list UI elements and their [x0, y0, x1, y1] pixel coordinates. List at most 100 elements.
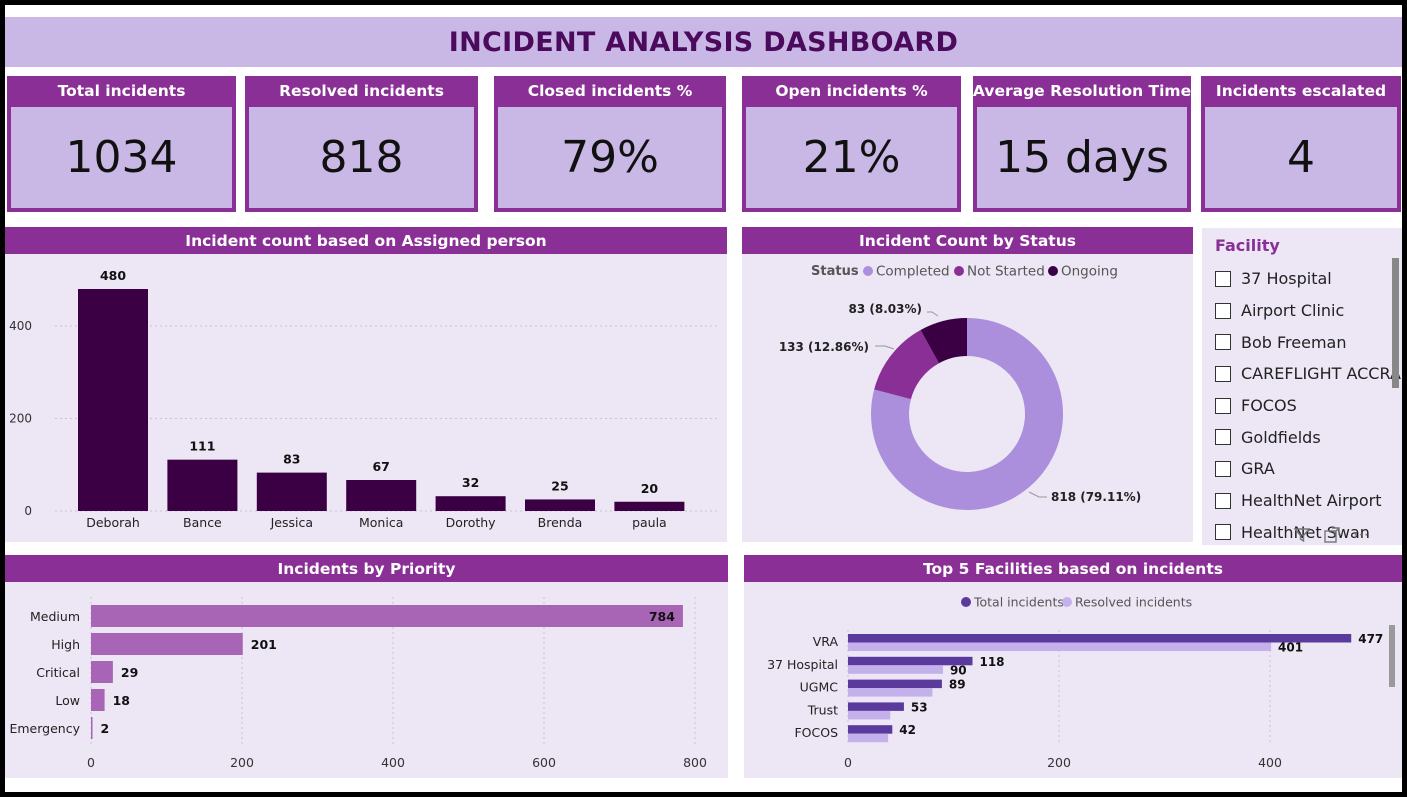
checkbox-icon[interactable]: [1215, 302, 1231, 319]
data-label: 818 (79.11%): [1051, 490, 1141, 504]
bar-trust-total: [848, 702, 904, 711]
top-facilities-chart-title: Top 5 Facilities based on incidents: [744, 555, 1402, 582]
data-label: 18: [113, 693, 130, 708]
facility-option[interactable]: CAREFLIGHT ACCRA: [1215, 358, 1401, 390]
data-label: 42: [899, 723, 916, 737]
more-options-icon[interactable]: ···: [1353, 526, 1369, 543]
filter-icon[interactable]: [1293, 526, 1311, 544]
y-tick-label: FOCOS: [794, 725, 838, 740]
y-tick-label: Emergency: [9, 721, 80, 736]
y-tick-label: Medium: [30, 609, 80, 624]
y-tick-label: Low: [55, 693, 80, 708]
data-label: 67: [372, 459, 389, 474]
data-label: 83 (8.03%): [849, 302, 922, 316]
bar-focos-total: [848, 725, 893, 734]
y-tick-label: 37 Hospital: [767, 657, 838, 672]
donut-slice-not-started: [874, 329, 939, 400]
chart-scrollbar[interactable]: [1389, 625, 1395, 687]
legend-marker-ongoing: [1048, 266, 1058, 276]
x-tick-label: Deborah: [86, 515, 140, 530]
data-label: 133 (12.86%): [779, 340, 869, 354]
data-label: 784: [649, 609, 675, 624]
facility-option[interactable]: 37 Hospital: [1215, 263, 1388, 295]
kpi-label: Incidents escalated: [1215, 82, 1387, 100]
checkbox-icon[interactable]: [1215, 460, 1231, 477]
facility-option[interactable]: Goldfields: [1215, 421, 1388, 453]
kpi-value-box: 1034: [11, 107, 232, 208]
facility-option-label: HealthNet Airport: [1241, 491, 1382, 511]
bar-focos-resolved: [848, 733, 889, 743]
facility-option[interactable]: Bob Freeman: [1215, 326, 1388, 358]
bar-high: [91, 633, 243, 655]
data-label: 25: [551, 478, 568, 493]
legend-label: Total incidents: [973, 595, 1064, 610]
y-tick-label: 0: [24, 504, 32, 518]
top-facilities-chart-panel[interactable]: Top 5 Facilities based on incidents 0 200…: [744, 555, 1402, 778]
checkbox-icon[interactable]: [1215, 270, 1231, 287]
checkbox-icon[interactable]: [1215, 397, 1231, 414]
legend-label: Completed: [876, 264, 950, 280]
callout-line: [875, 345, 895, 350]
facility-option-label: Bob Freeman: [1241, 332, 1347, 352]
data-label: 90: [950, 663, 967, 677]
kpi-value-box: 15 days: [977, 107, 1187, 208]
kpi-value-box: 4: [1205, 107, 1397, 208]
kpi-card-open-percent[interactable]: Open incidents % 21%: [742, 76, 961, 212]
focus-mode-icon[interactable]: [1323, 526, 1341, 544]
facility-option-label: 37 Hospital: [1241, 269, 1332, 289]
checkbox-icon[interactable]: [1215, 492, 1231, 509]
kpi-card-incidents-escalated[interactable]: Incidents escalated 4: [1201, 76, 1401, 212]
kpi-card-avg-resolution-time[interactable]: Average Resolution Time 15 days: [973, 76, 1191, 212]
y-tick-label: High: [51, 637, 80, 652]
checkbox-icon[interactable]: [1215, 365, 1231, 382]
facility-option[interactable]: HealthNet Airport: [1215, 485, 1388, 517]
bar-monica: [346, 480, 417, 511]
facility-slicer-title: Facility: [1215, 236, 1280, 255]
facility-option[interactable]: Airport Clinic: [1215, 295, 1388, 327]
legend-marker-total-incidents: [961, 597, 971, 607]
status-donut-panel[interactable]: Incident Count by Status Status Completed…: [742, 227, 1193, 542]
checkbox-icon[interactable]: [1215, 524, 1231, 541]
data-label: 32: [462, 475, 479, 490]
kpi-value-box: 21%: [746, 107, 957, 208]
priority-chart-panel[interactable]: Incidents by Priority 0 200 400 600 800 Mediu…: [5, 555, 728, 778]
kpi-value: 4: [1287, 132, 1315, 183]
facility-slicer[interactable]: Facility 37 Hospital Airport Clinic Bob …: [1202, 228, 1402, 545]
bar-deborah: [78, 289, 148, 511]
x-tick-label: Monica: [359, 515, 403, 530]
x-tick-label: Dorothy: [446, 515, 497, 530]
bar-critical: [91, 661, 113, 683]
x-tick-label: 0: [844, 755, 852, 770]
facility-slicer-list: 37 Hospital Airport Clinic Bob Freeman C…: [1215, 263, 1401, 545]
x-tick-label: 600: [532, 755, 556, 770]
bar-brenda: [525, 499, 595, 511]
kpi-card-resolved-incidents[interactable]: Resolved incidents 818: [245, 76, 478, 212]
bar-emergency: [91, 717, 93, 739]
kpi-card-closed-percent[interactable]: Closed incidents % 79%: [494, 76, 726, 212]
facility-option[interactable]: GRA: [1215, 453, 1388, 485]
kpi-value: 1034: [65, 132, 178, 183]
facility-option-label: Airport Clinic: [1241, 301, 1345, 321]
kpi-label: Average Resolution Time: [972, 82, 1192, 100]
x-tick-label: 200: [1047, 755, 1071, 770]
kpi-label: Open incidents %: [775, 82, 928, 100]
bar-37-hospital-resolved: [848, 665, 943, 674]
facility-option[interactable]: FOCOS: [1215, 390, 1388, 422]
kpi-card-total-incidents[interactable]: Total incidents 1034: [7, 76, 236, 212]
bar-low: [91, 689, 105, 711]
data-label: 118: [979, 655, 1004, 669]
x-tick-label: 200: [230, 755, 254, 770]
data-label: 53: [911, 700, 928, 714]
assigned-person-chart-title: Incident count based on Assigned person: [5, 227, 727, 254]
x-tick-label: Jessica: [270, 515, 313, 530]
dashboard-title-bar: INCIDENT ANALYSIS DASHBOARD: [5, 17, 1402, 67]
assigned-person-chart-panel[interactable]: Incident count based on Assigned person …: [5, 227, 727, 542]
data-label: 480: [100, 268, 126, 283]
visual-header-toolbar: ···: [1293, 526, 1369, 544]
checkbox-icon[interactable]: [1215, 429, 1231, 446]
x-tick-label: 0: [87, 755, 95, 770]
bar-jessica: [256, 472, 327, 511]
checkbox-icon[interactable]: [1215, 334, 1231, 351]
slicer-scrollbar[interactable]: [1392, 258, 1399, 388]
callout-line: [927, 311, 939, 317]
